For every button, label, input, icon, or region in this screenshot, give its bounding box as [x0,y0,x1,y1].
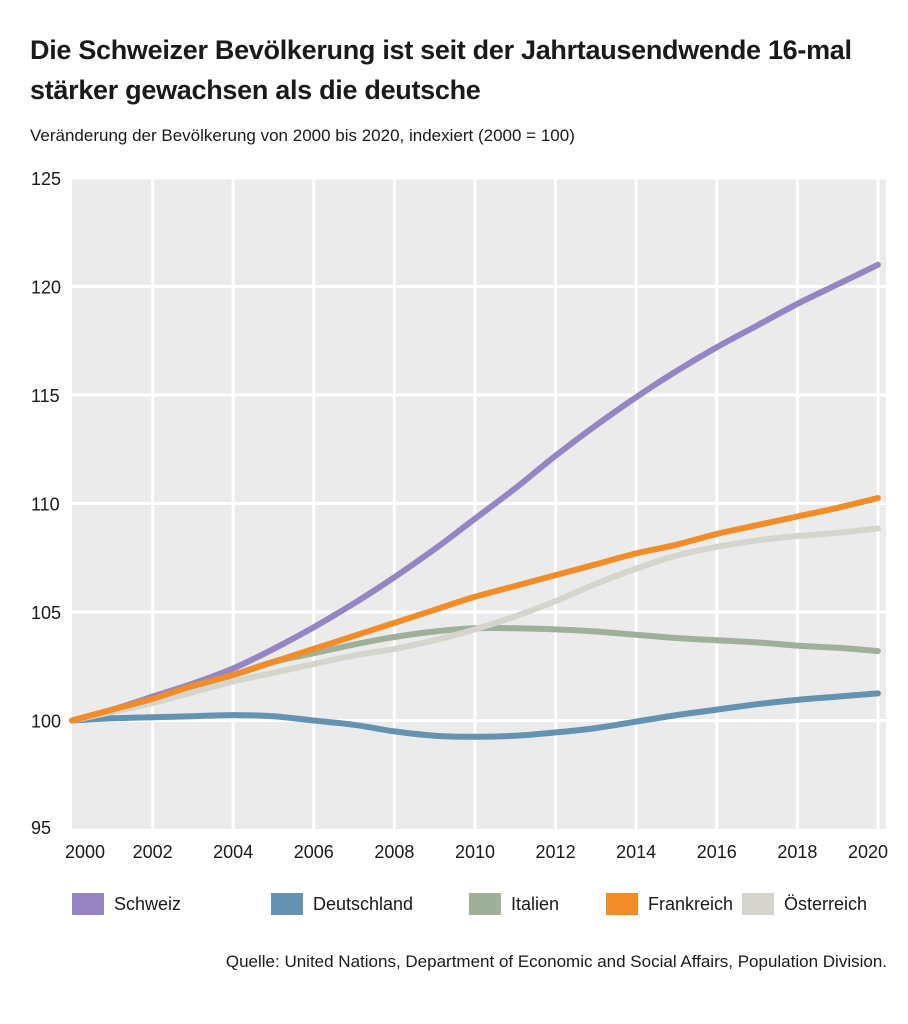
x-tick-label-2020: 2020 [848,842,888,862]
legend-label-oesterreich: Österreich [784,893,868,914]
legend-label-deutschland: Deutschland [313,893,414,914]
y-tick-label-125: 125 [31,169,61,189]
legend-label-schweiz: Schweiz [114,893,182,914]
series-line-frankreich [69,495,881,724]
x-tick-label-2014: 2014 [616,842,656,862]
chart-subtitle: Veränderung der Bevölkerung von 2000 bis… [30,126,575,145]
y-tick-label-110: 110 [31,495,60,515]
x-tick-label-2002: 2002 [133,842,173,862]
series-line-oesterreich [69,525,881,724]
legend-swatch-frankreich [606,893,638,915]
legend-swatch-italien [469,893,501,915]
x-tick-label-2000: 2000 [65,842,105,862]
y-tick-label-120: 120 [31,278,61,298]
y-tick-label-95: 95 [31,818,51,838]
legend-item-oesterreich: Österreich [742,893,867,915]
legend-swatch-schweiz [72,893,104,915]
legend-item-deutschland: Deutschland [271,893,469,915]
legend-item-schweiz: Schweiz [72,893,271,915]
legend-item-italien: Italien [469,893,606,915]
legend-swatch-deutschland [271,893,303,915]
legend: Schweiz Deutschland Italien Frankreich Ö… [72,890,867,918]
x-tick-label-2008: 2008 [374,842,414,862]
x-tick-label-2016: 2016 [697,842,737,862]
series-line-deutschland [69,690,881,740]
legend-label-frankreich: Frankreich [648,893,734,914]
legend-label-italien: Italien [511,893,560,914]
x-tick-label-2018: 2018 [777,842,817,862]
legend-swatch-oesterreich [742,893,774,915]
x-tick-label-2012: 2012 [536,842,576,862]
chart-title: Die Schweizer Bevölkerung ist seit der J… [30,35,852,105]
x-tick-label-2006: 2006 [294,842,334,862]
y-tick-label-105: 105 [31,603,61,623]
legend-item-frankreich: Frankreich [606,893,742,915]
x-tick-label-2004: 2004 [213,842,253,862]
x-tick-label-2010: 2010 [455,842,495,862]
source-note: Quelle: United Nations, Department of Ec… [225,952,887,971]
y-tick-label-115: 115 [31,386,60,406]
y-tick-label-100: 100 [31,712,61,732]
